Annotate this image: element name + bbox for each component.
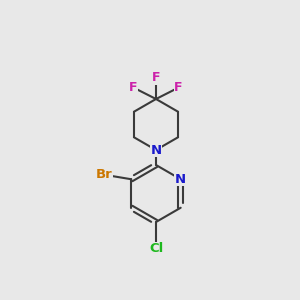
Text: F: F (152, 71, 160, 84)
Text: F: F (174, 81, 183, 94)
Text: Cl: Cl (149, 242, 163, 256)
Text: F: F (129, 81, 138, 94)
Text: N: N (175, 173, 186, 186)
Text: N: N (150, 143, 162, 157)
Text: Br: Br (96, 168, 113, 181)
